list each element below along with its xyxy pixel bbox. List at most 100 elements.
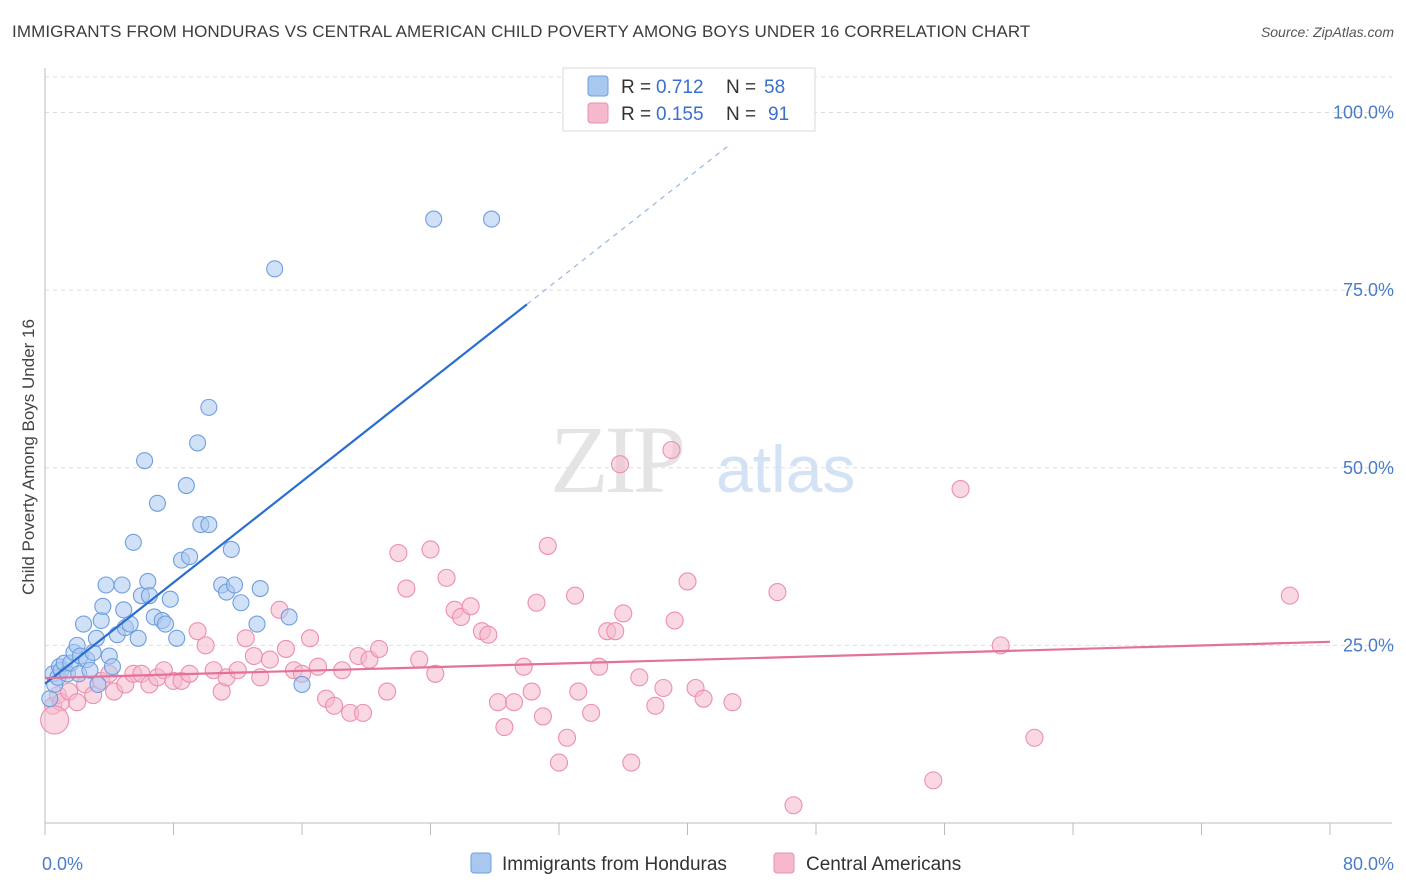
data-point-honduras	[124, 533, 142, 551]
data-point-central-americans	[723, 693, 742, 712]
data-point-central-americans	[514, 657, 533, 676]
data-point-central-americans	[654, 678, 673, 698]
legend-n-value-2: 91	[768, 104, 789, 125]
data-point-central-americans	[309, 657, 328, 676]
data-point-central-americans	[678, 572, 697, 591]
data-point-honduras	[232, 594, 250, 612]
data-point-honduras	[121, 615, 139, 633]
legend-r-value-1: 0.712	[656, 77, 704, 98]
bottom-legend-swatch-pink	[773, 852, 795, 874]
data-point-honduras	[115, 601, 133, 619]
data-point-central-americans	[622, 753, 641, 772]
data-point-central-americans	[522, 682, 541, 701]
data-point-honduras	[251, 579, 269, 598]
trend-line-honduras-extension	[526, 145, 729, 305]
data-point-central-americans	[40, 705, 70, 735]
data-point-central-americans	[1025, 728, 1044, 747]
data-point-central-americans	[68, 693, 87, 712]
y-tick-label: 50.0%	[1343, 458, 1394, 478]
data-point-central-americans	[662, 440, 681, 460]
legend-swatch-pink	[587, 102, 609, 124]
x-tick-label-max: 80.0%	[1343, 854, 1394, 874]
legend-r-label-2: R =	[621, 104, 651, 125]
data-point-honduras	[92, 611, 110, 630]
data-point-honduras	[293, 675, 311, 694]
legend-n-value-1: 58	[764, 77, 785, 98]
data-point-central-americans	[533, 707, 552, 726]
bottom-legend-label-central-americans: Central Americans	[806, 854, 961, 875]
data-point-honduras	[161, 590, 179, 608]
legend-n-label-1: N =	[726, 77, 756, 98]
data-point-central-americans	[437, 568, 456, 587]
data-point-central-americans	[325, 696, 344, 715]
data-point-honduras	[225, 576, 244, 594]
data-point-honduras	[129, 629, 147, 647]
data-point-central-americans	[630, 668, 649, 687]
data-point-honduras	[41, 690, 59, 708]
data-point-central-americans	[527, 593, 546, 612]
data-point-central-americans	[784, 796, 803, 815]
data-point-central-americans	[389, 543, 408, 563]
data-point-central-americans	[421, 540, 440, 559]
data-point-honduras	[248, 615, 266, 633]
legend-n-label-2: N =	[726, 104, 756, 125]
data-point-central-americans	[665, 611, 684, 630]
series-legend: Immigrants from Honduras Central America…	[470, 852, 961, 875]
data-point-central-americans	[276, 639, 295, 658]
legend-r-value-2: 0.155	[656, 104, 704, 125]
data-point-honduras	[94, 597, 112, 615]
central-americans-points	[40, 440, 1299, 815]
data-point-central-americans	[244, 646, 263, 666]
data-point-central-americans	[300, 629, 320, 648]
data-point-central-americans	[991, 636, 1010, 655]
data-point-central-americans	[196, 636, 215, 655]
data-point-honduras	[200, 398, 218, 416]
data-point-honduras	[103, 658, 122, 676]
bottom-legend-label-honduras: Immigrants from Honduras	[502, 854, 727, 875]
data-point-honduras	[97, 576, 115, 594]
data-point-central-americans	[569, 682, 588, 701]
data-point-central-americans	[590, 657, 609, 676]
grid-lines	[45, 76, 1392, 646]
data-point-central-americans	[951, 480, 970, 499]
data-point-central-americans	[768, 583, 787, 602]
watermark: ZIP atlas	[550, 406, 855, 513]
data-point-honduras	[75, 615, 93, 633]
data-point-honduras	[148, 494, 166, 512]
data-point-honduras	[181, 548, 199, 566]
data-point-central-americans	[538, 536, 557, 555]
legend-r-label-1: R =	[621, 77, 651, 98]
data-point-central-americans	[557, 728, 577, 747]
data-point-honduras	[280, 608, 298, 626]
data-point-honduras	[89, 675, 107, 694]
data-point-central-americans	[461, 597, 480, 616]
y-tick-labels: 25.0% 50.0% 75.0% 100.0%	[1333, 103, 1394, 656]
y-tick-label: 75.0%	[1343, 280, 1394, 300]
data-point-central-americans	[614, 604, 633, 623]
data-point-central-americans	[260, 650, 279, 669]
correlation-legend: R = 0.712 N = 58 R = 0.155 N = 91	[562, 67, 816, 132]
data-point-central-americans	[694, 689, 713, 708]
y-tick-label: 25.0%	[1343, 635, 1394, 655]
data-point-central-americans	[410, 650, 429, 669]
data-point-honduras	[425, 210, 443, 228]
data-point-central-americans	[582, 703, 601, 722]
data-point-central-americans	[488, 693, 508, 712]
data-point-honduras	[222, 540, 240, 559]
data-point-central-americans	[397, 579, 416, 598]
data-point-central-americans	[566, 586, 585, 605]
data-point-honduras	[168, 629, 186, 647]
watermark-atlas: atlas	[716, 432, 855, 506]
chart-title: IMMIGRANTS FROM HONDURAS VS CENTRAL AMER…	[12, 22, 1031, 41]
data-point-honduras	[189, 434, 207, 452]
data-point-central-americans	[426, 664, 445, 683]
data-point-honduras	[266, 260, 284, 278]
data-point-central-americans	[495, 718, 514, 737]
data-point-central-americans	[188, 622, 207, 641]
data-point-honduras	[113, 576, 131, 594]
data-point-honduras	[156, 615, 175, 633]
data-point-central-americans	[479, 625, 498, 644]
data-point-central-americans	[610, 455, 630, 474]
data-point-central-americans	[378, 682, 397, 701]
